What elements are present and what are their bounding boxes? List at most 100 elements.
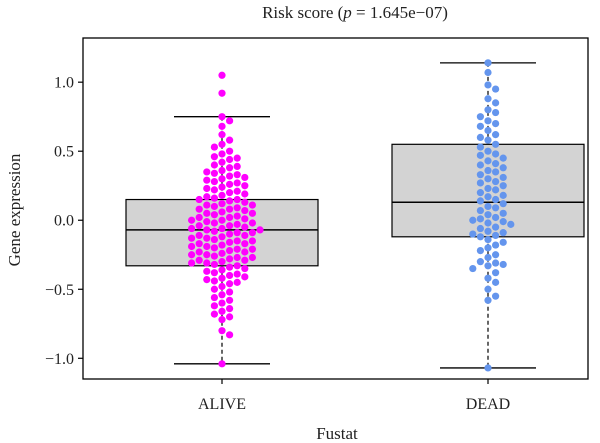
alive-point (195, 195, 203, 204)
alive-point (241, 215, 249, 223)
alive-point (188, 224, 196, 233)
dead-point (492, 251, 500, 259)
alive-point (233, 262, 241, 270)
alive-point (226, 280, 234, 288)
alive-point (218, 307, 226, 315)
alive-point (248, 209, 256, 217)
alive-point (195, 248, 203, 256)
dead-point (492, 168, 500, 176)
alive-point (226, 313, 234, 321)
alive-point (226, 136, 234, 144)
alive-point (241, 173, 249, 182)
alive-point (218, 140, 226, 148)
alive-point (210, 302, 218, 310)
dead-point (476, 143, 484, 151)
alive-point (226, 205, 234, 213)
dead-point (492, 108, 500, 117)
alive-point (210, 177, 218, 186)
dead-point (484, 147, 492, 155)
alive-point (218, 216, 226, 224)
dead-point (484, 106, 492, 114)
alive-point (233, 237, 241, 245)
dead-point (476, 171, 484, 179)
alive-point (218, 200, 226, 208)
dead-point (484, 59, 492, 67)
alive-point (233, 220, 241, 228)
y-tick-label: 1.0 (54, 75, 74, 92)
x-axis-label: Fustat (316, 424, 358, 443)
dead-point (492, 223, 500, 231)
dead-point (469, 216, 477, 224)
alive-point (233, 212, 241, 220)
y-axis-label: Gene expression (5, 153, 24, 266)
alive-point (195, 213, 203, 222)
dead-point (469, 230, 477, 238)
dead-point (492, 269, 500, 277)
dead-point (499, 218, 507, 226)
alive-point (218, 113, 226, 121)
dead-point (484, 219, 492, 227)
y-tick-label: 0.0 (54, 213, 74, 230)
boxes-layer (125, 62, 585, 369)
alive-point (188, 234, 196, 242)
alive-point (226, 263, 234, 271)
alive-point (210, 285, 218, 293)
alive-point (218, 131, 226, 139)
dead-point (476, 189, 484, 197)
dead-point (484, 193, 492, 201)
alive-point (226, 117, 234, 125)
dead-point (492, 177, 500, 186)
alive-point (210, 202, 218, 211)
alive-point (218, 241, 226, 249)
dead-point (476, 197, 484, 205)
alive-point (226, 189, 234, 197)
dead-point (499, 238, 507, 246)
alive-point (226, 247, 234, 255)
y-tick-label: 0.5 (54, 144, 74, 161)
dead-point (484, 184, 492, 193)
alive-point (226, 255, 234, 263)
alive-point (210, 211, 218, 219)
alive-point (203, 168, 211, 176)
dead-point (492, 150, 500, 158)
dead-point (484, 157, 492, 165)
alive-point (233, 187, 241, 195)
alive-point (195, 231, 203, 240)
dead-point (492, 85, 500, 93)
x-tick-label-dead: DEAD (466, 396, 510, 413)
dead-point (476, 224, 484, 233)
alive-point (218, 299, 226, 307)
alive-point (226, 172, 234, 180)
alive-point (188, 216, 196, 224)
dead-point (484, 166, 492, 175)
alive-point (248, 229, 256, 237)
dead-point (492, 160, 500, 168)
dead-point (484, 262, 492, 270)
alive-point (218, 266, 226, 274)
alive-point (241, 182, 249, 190)
dead-point (484, 235, 492, 244)
dead-point (499, 182, 507, 190)
alive-point (188, 259, 196, 267)
alive-point (226, 213, 234, 222)
dead-point (499, 173, 507, 182)
alive-point (203, 234, 211, 242)
alive-point (218, 122, 226, 130)
alive-point (233, 179, 241, 187)
alive-point (218, 249, 226, 257)
dead-point (484, 202, 492, 211)
alive-point (226, 304, 234, 313)
dead-point (484, 364, 492, 372)
alive-point (210, 153, 218, 161)
points-layer (188, 59, 515, 372)
alive-point (195, 205, 203, 213)
dead-point (492, 195, 500, 204)
alive-point (210, 194, 218, 202)
alive-point (233, 162, 241, 170)
y-tick-label: −1.0 (45, 351, 74, 368)
alive-point (233, 253, 241, 262)
alive-point (233, 204, 241, 212)
alive-point (203, 226, 211, 234)
alive-point (218, 89, 226, 97)
dead-point (492, 213, 500, 222)
